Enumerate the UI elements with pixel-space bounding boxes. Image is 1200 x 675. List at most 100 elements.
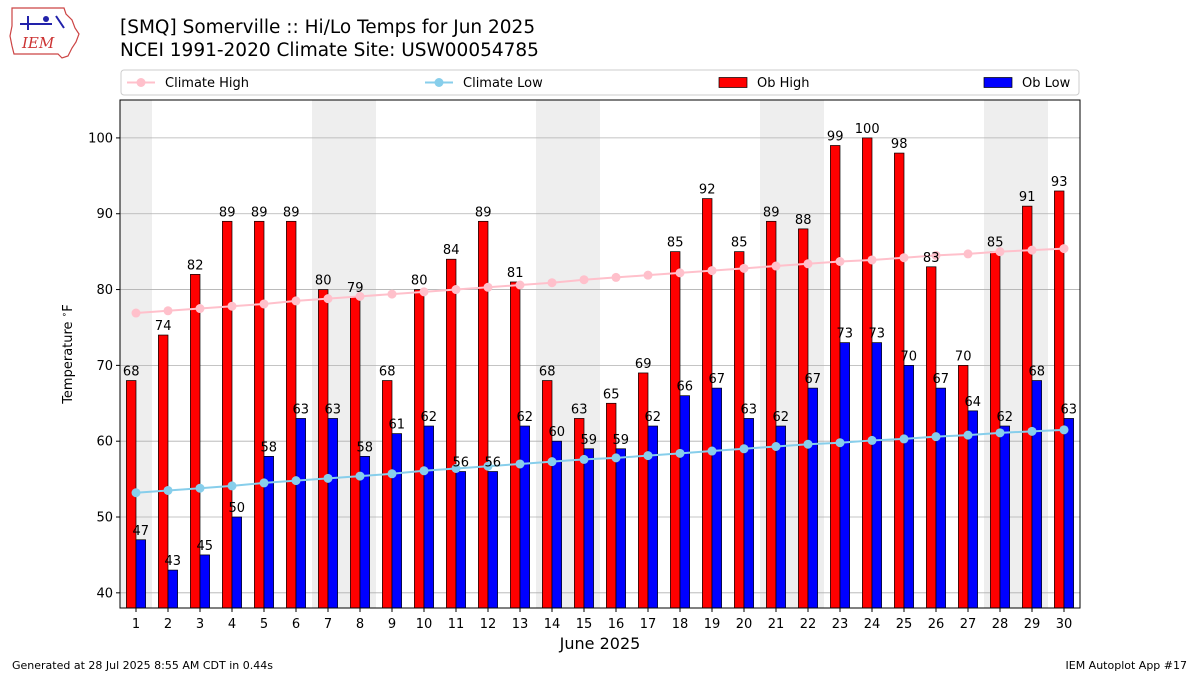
climate-low-point (195, 483, 205, 493)
x-tick-label: 6 (292, 617, 300, 632)
y-axis-label-degree: ∘ (60, 312, 70, 318)
climate-low-point (707, 446, 717, 456)
climate-high-point (707, 266, 717, 276)
climate-low-point (579, 454, 589, 464)
ob-low-label: 45 (197, 539, 214, 554)
chart-title: [SMQ] Somerville :: Hi/Lo Temps for Jun … (120, 17, 536, 38)
climate-high-point (547, 278, 557, 288)
climate-low-point (451, 463, 461, 473)
ob-high-bar (894, 152, 905, 609)
ob-high-bar (798, 228, 809, 609)
ob-high-label: 81 (507, 266, 524, 281)
climate-high-point (835, 256, 845, 266)
x-tick-label: 24 (864, 617, 881, 632)
ob-high-label: 69 (635, 357, 652, 372)
climate-high-point (355, 291, 365, 301)
ob-high-label: 74 (155, 319, 172, 334)
climate-high-point (643, 270, 653, 280)
x-tick-label: 16 (608, 617, 625, 632)
ob-high-label: 89 (475, 205, 492, 220)
ob-low-label: 66 (677, 380, 694, 395)
ob-high-label: 84 (443, 243, 460, 258)
ob-low-label: 62 (645, 410, 662, 425)
ob-low-bar (327, 418, 338, 609)
ob-high-bar (446, 258, 457, 609)
ob-high-label: 89 (283, 205, 300, 220)
ob-high-bar (382, 380, 393, 609)
climate-high-point (291, 296, 301, 306)
climate-high-point (899, 253, 909, 263)
climate-low-point (419, 466, 429, 476)
ob-low-bar (615, 448, 626, 609)
ob-high-bar (862, 137, 873, 609)
x-tick-label: 19 (704, 617, 721, 632)
x-tick-label: 30 (1056, 617, 1073, 632)
ob-low-label: 70 (901, 349, 918, 364)
ob-high-label: 79 (347, 281, 364, 296)
x-tick-label: 20 (736, 617, 753, 632)
ob-high-bar (1022, 205, 1033, 609)
x-tick-label: 11 (448, 617, 465, 632)
ob-low-bar (295, 418, 306, 609)
ob-high-label: 88 (795, 213, 812, 228)
ob-high-label: 65 (603, 387, 620, 402)
climate-low-line (135, 428, 1065, 494)
climate-low-point (835, 438, 845, 448)
legend-ob-high-swatch (718, 77, 748, 88)
chart-subtitle: NCEI 1991-2020 Climate Site: USW00054785 (120, 40, 539, 61)
ob-high-label: 100 (855, 122, 880, 137)
climate-low-point (1059, 425, 1069, 435)
ob-high-bar (702, 198, 713, 609)
ob-high-bar (638, 372, 649, 609)
climate-low-point (291, 476, 301, 486)
x-tick-label: 17 (640, 617, 657, 632)
ob-low-label: 59 (613, 433, 630, 448)
climate-low-point (675, 448, 685, 458)
x-tick-label: 21 (768, 617, 785, 632)
legend-climate-high-label: Climate High (165, 76, 249, 91)
ob-high-bar (830, 145, 841, 609)
ob-high-label: 68 (539, 365, 556, 380)
y-axis-label-text: Temperature (61, 317, 76, 404)
ob-low-label: 56 (485, 456, 502, 471)
y-tick-label: 50 (96, 511, 113, 526)
ob-high-bar (478, 220, 489, 609)
ob-low-label: 43 (165, 554, 182, 569)
logo-text: IEM (21, 34, 55, 52)
climate-high-point (675, 268, 685, 278)
x-tick-label: 25 (896, 617, 913, 632)
x-tick-label: 15 (576, 617, 593, 632)
climate-high-point (1059, 244, 1069, 254)
ob-high-label: 93 (1051, 175, 1068, 190)
climate-low-point (323, 473, 333, 483)
climate-low-point (387, 469, 397, 479)
x-tick-label: 5 (260, 617, 268, 632)
ob-low-bar (231, 516, 242, 609)
climate-low-point (515, 459, 525, 469)
ob-low-bar (391, 433, 402, 609)
climate-high-point (1027, 245, 1037, 255)
ob-high-label: 89 (219, 205, 236, 220)
x-tick-label: 4 (228, 617, 236, 632)
legend-ob-low-label: Ob Low (1022, 76, 1071, 91)
ob-low-label: 73 (837, 327, 854, 342)
ob-low-label: 67 (933, 372, 950, 387)
x-axis-label: June 2025 (559, 634, 641, 653)
ob-high-label: 85 (667, 236, 684, 251)
ob-low-bar (199, 554, 210, 609)
x-tick-label: 13 (512, 617, 529, 632)
ob-low-label: 63 (741, 402, 758, 417)
climate-low-point (611, 453, 621, 463)
y-gridlines (120, 137, 1080, 594)
ob-high-label: 89 (763, 205, 780, 220)
ob-low-label: 62 (517, 410, 534, 425)
ob-high-bar (318, 289, 329, 609)
x-tick-label: 1 (132, 617, 140, 632)
ob-low-label: 60 (549, 425, 566, 440)
ob-low-label: 62 (773, 410, 790, 425)
legend-climate-low-marker (434, 78, 444, 87)
climate-high-point (611, 272, 621, 282)
ob-low-label: 50 (229, 501, 246, 516)
